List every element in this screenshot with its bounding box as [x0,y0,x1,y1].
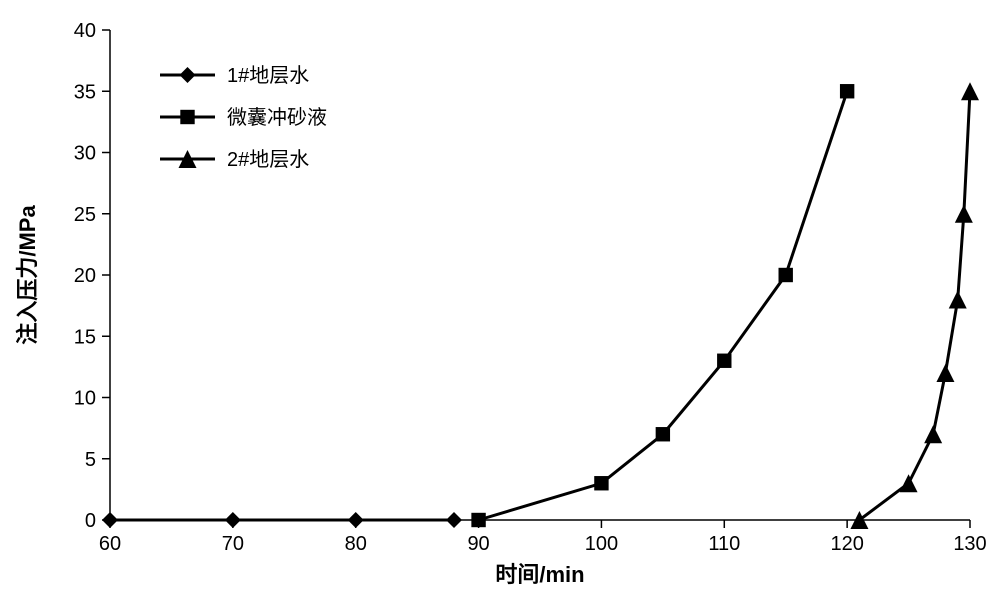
triangle-marker [924,425,942,443]
square-marker [840,84,854,98]
diamond-marker [225,512,241,528]
legend-label: 微囊冲砂液 [227,106,327,129]
x-tick-label: 60 [99,533,121,555]
diamond-marker [102,512,118,528]
diamond-marker [180,67,196,83]
x-tick-label: 100 [585,533,618,555]
diamond-marker [446,512,462,528]
square-marker [779,268,793,282]
diamond-marker [348,512,364,528]
x-tick-label: 70 [222,533,244,555]
x-tick-label: 80 [345,533,367,555]
x-tick-label: 90 [467,533,489,555]
y-axis-label: 注入压力/MPa [15,205,40,345]
square-marker [656,427,670,441]
y-tick-label: 30 [74,143,96,165]
triangle-marker [936,364,954,382]
x-tick-label: 120 [830,533,863,555]
square-marker [180,110,194,124]
chart-container: 0 5 10 15 20 25 30 35 40 注入压力/MPa 60 70 80 90 100 110 12… [0,0,1000,603]
y-tick-label: 0 [85,510,96,532]
x-axis-label: 时间/min [495,562,584,587]
y-tick-label: 35 [74,81,96,103]
pressure-time-chart: 0 5 10 15 20 25 30 35 40 注入压力/MPa 60 70 80 90 100 110 12… [0,0,1000,603]
triangle-marker [955,205,973,223]
series-line [479,91,848,520]
y-tick-label: 20 [74,265,96,287]
y-tick-label: 40 [74,20,96,42]
square-marker [717,354,731,368]
x-tick-label: 110 [708,533,740,555]
y-tick-label: 10 [74,388,96,410]
triangle-marker [949,291,967,309]
x-tick-label: 130 [953,533,986,555]
legend-label: 1#地层水 [227,64,309,87]
square-marker [471,513,485,527]
y-tick-label: 5 [85,449,96,471]
triangle-marker [961,82,979,100]
triangle-marker [900,474,918,492]
legend-label: 2#地层水 [227,148,309,171]
square-marker [594,476,608,490]
y-tick-label: 25 [74,204,96,226]
y-tick-label: 15 [74,326,96,348]
